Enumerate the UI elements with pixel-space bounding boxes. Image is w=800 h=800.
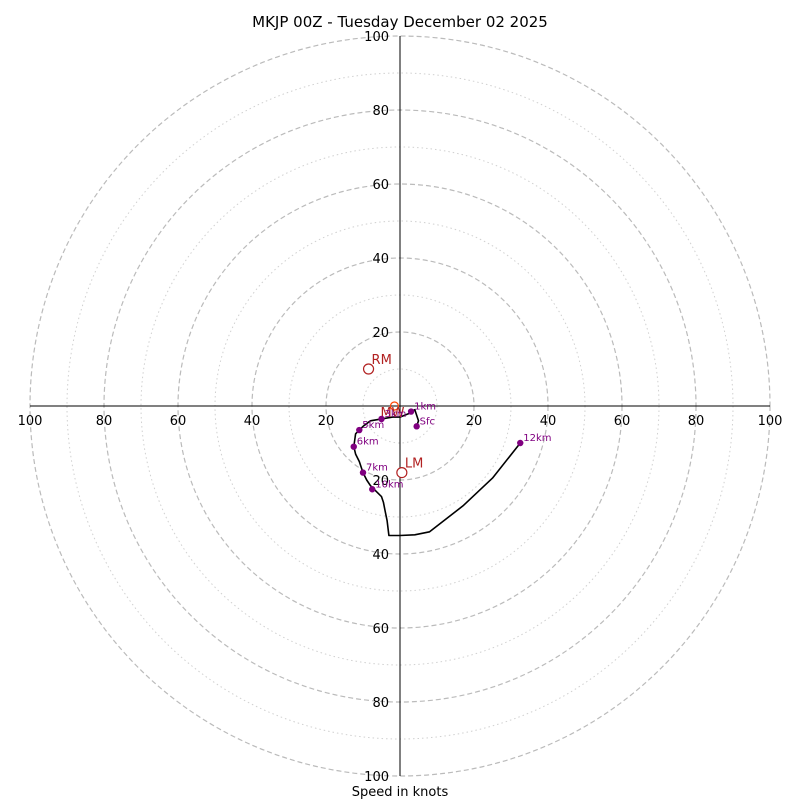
height-point [407,408,415,415]
y-tick-label: 40 [372,548,389,563]
x-axis-label: Speed in knots [352,785,449,800]
x-tick-label: 60 [614,414,631,429]
height-label: 5km [362,420,384,431]
x-tick-label: 60 [170,414,187,429]
height-point [359,469,367,476]
y-tick-label: 20 [372,474,389,489]
y-tick-label: 60 [372,622,389,637]
mean-wind-marker [389,401,400,411]
y-tick-label: 60 [372,178,389,193]
height-label: 6km [357,437,379,448]
height-label: 3km [385,409,407,420]
height-point [517,439,524,447]
height-point [369,486,376,493]
hodograph-trace-group [353,408,521,537]
x-tick-label: 80 [96,414,113,429]
x-tick-label: 40 [540,414,557,429]
height-label: Sfc [420,416,435,427]
height-label: 7km [366,463,388,474]
y-tick-label: 20 [372,326,389,341]
storm-motion-marker [396,467,408,479]
x-tick-label: 100 [18,414,43,429]
height-label: 10km [375,479,403,490]
axes [30,36,770,776]
tick-labels: 100 100 80 80 60 60 40 40 20 20 20 20 40 40 60 60 80 80 10… [18,30,783,785]
y-tick-label: 100 [364,30,389,45]
storm-motion-label: RM [372,353,392,368]
y-tick-label: 40 [372,252,389,267]
storm-motion-label: LM [405,457,423,472]
x-tick-label: 80 [688,414,705,429]
x-tick-label: 40 [244,414,261,429]
height-point [413,423,420,430]
height-point [356,426,363,434]
mean-wind-label: MW [380,406,404,421]
y-tick-label: 100 [364,770,389,785]
height-label: 1km [414,402,436,413]
storm-motion-marker [362,363,375,375]
y-tick-label: 80 [372,696,389,711]
y-tick-label: 80 [372,104,389,119]
x-tick-label: 100 [758,414,783,429]
x-tick-label: 20 [318,414,335,429]
height-point [378,415,385,423]
chart-title: MKJP 00Z - Tuesday December 02 2025 [252,13,548,31]
hodograph-trace [353,408,521,537]
height-label: 12km [523,433,551,444]
storm-motions: RM LM MW [362,353,423,479]
height-point [350,443,357,450]
x-tick-label: 20 [466,414,483,429]
